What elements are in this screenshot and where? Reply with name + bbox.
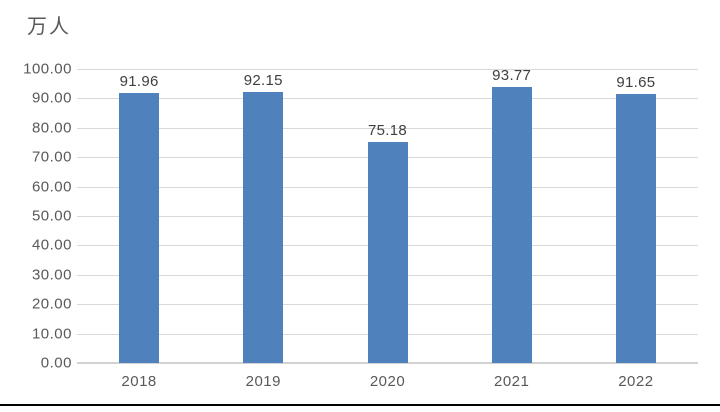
bar-value-label: 93.77 — [492, 67, 532, 85]
y-axis-tick-label: 80.00 — [31, 119, 72, 137]
gridline — [77, 98, 698, 100]
y-axis-tick-label: 30.00 — [31, 266, 72, 284]
x-axis: 2018 2019 2020 2021 2022 — [77, 373, 698, 393]
chart-unit-title: 万人 — [27, 16, 71, 38]
y-axis-tick-label: 70.00 — [31, 148, 72, 166]
bar-value-label: 92.15 — [243, 72, 283, 90]
bar-2021 — [491, 87, 532, 363]
bar-2020 — [367, 141, 408, 363]
x-axis-tick-label: 2019 — [245, 373, 281, 390]
y-axis-tick-label: 60.00 — [31, 178, 72, 196]
bar-2022 — [615, 93, 656, 363]
x-axis-tick-label: 2022 — [618, 373, 654, 390]
y-axis-tick-label: 90.00 — [31, 89, 72, 107]
bar-value-label: 75.18 — [367, 121, 408, 139]
x-axis-tick-label: 2018 — [121, 373, 157, 390]
y-axis: 0.00 10.00 20.00 30.00 40.00 50.00 60.00 70.00 8… — [0, 0, 72, 412]
y-axis-tick-label: 0.00 — [40, 354, 72, 372]
y-axis-tick-label: 40.00 — [31, 236, 72, 254]
y-axis-tick-label: 50.00 — [31, 207, 72, 225]
x-axis-tick-label: 2021 — [494, 373, 530, 390]
x-axis-baseline — [77, 362, 698, 364]
bar-2018 — [119, 92, 160, 363]
bar-value-label: 91.65 — [616, 73, 656, 91]
bar-2019 — [243, 92, 284, 363]
gridline — [77, 69, 698, 70]
y-axis-tick-label: 20.00 — [31, 295, 72, 313]
bottom-border-line — [0, 404, 720, 406]
gridline — [77, 127, 698, 129]
y-axis-tick-label: 10.00 — [31, 325, 72, 343]
x-axis-tick-label: 2020 — [369, 373, 406, 390]
plot-area: 91.96 92.15 75.18 93.77 91.65 — [77, 67, 698, 364]
y-axis-tick-label: 100.00 — [23, 60, 72, 78]
bar-value-label: 91.96 — [119, 72, 159, 90]
